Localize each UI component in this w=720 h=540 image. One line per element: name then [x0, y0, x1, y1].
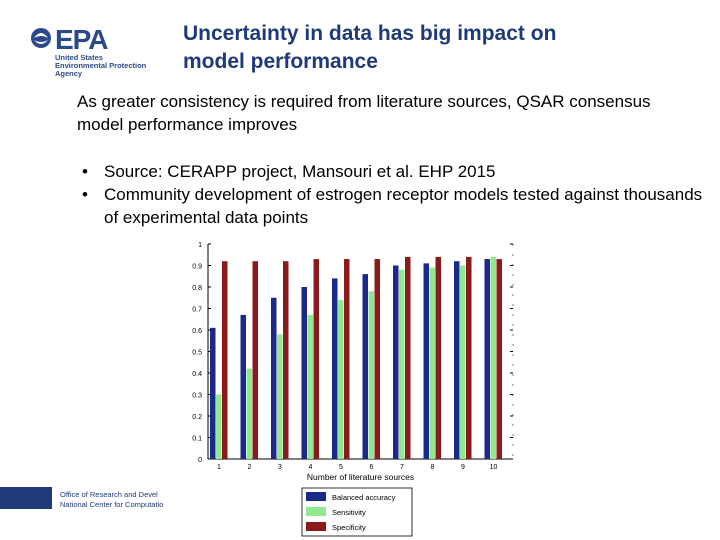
bar-balanced-accuracy — [210, 327, 216, 459]
logo-sub-line: Environmental Protection — [55, 61, 147, 70]
bar-sensitivity — [429, 267, 435, 459]
bar-balanced-accuracy — [271, 297, 277, 459]
bar-specificity — [466, 256, 472, 459]
performance-bar-chart: 0 0.1 0.2 0.3 0.4 0.5 0.6 0.7 0.8 0.9 1 1 2 3 4 5 6 7 8 9 10… — [192, 242, 514, 537]
bar-balanced-accuracy — [423, 263, 429, 459]
bullet-dot-icon: • — [82, 162, 88, 181]
bar-specificity — [252, 261, 258, 459]
bar-sensitivity — [460, 265, 466, 459]
slide-title: Uncertainty in data has big impact on mo… — [183, 20, 703, 76]
bullet-list: • Source: CERAPP project, Mansouri et al.… — [77, 160, 707, 229]
footer-bar — [0, 487, 52, 509]
logo-sub-line: Agency — [55, 69, 83, 78]
bar-balanced-accuracy — [240, 314, 246, 459]
y-tick-label: 0.5 — [192, 350, 202, 357]
bar-specificity — [374, 259, 380, 459]
bar-specificity — [405, 256, 411, 459]
bar-specificity — [283, 261, 289, 459]
x-tick-label: 10 — [490, 464, 498, 471]
bar-balanced-accuracy — [301, 287, 307, 459]
bar-sensitivity — [368, 291, 374, 459]
bar-specificity — [435, 256, 441, 459]
y-tick-label: 0.8 — [192, 285, 202, 292]
x-tick-label: 5 — [339, 464, 343, 471]
bar-balanced-accuracy — [362, 274, 368, 459]
bullet-item: • Community development of estrogen recep… — [77, 183, 707, 229]
bar-sensitivity — [338, 299, 344, 459]
legend-swatch — [306, 492, 326, 501]
x-tick-label: 2 — [248, 464, 252, 471]
logo-sub-line: United States — [55, 53, 103, 62]
bar-sensitivity — [216, 394, 222, 459]
y-tick-label: 0.1 — [192, 436, 202, 443]
legend-label: Specificity — [332, 523, 366, 532]
x-tick-label: 1 — [217, 464, 221, 471]
bar-sensitivity — [307, 314, 313, 459]
footer-line: National Center for Computatio — [60, 500, 164, 509]
bar-balanced-accuracy — [332, 278, 338, 459]
y-tick-label: 0.3 — [192, 393, 202, 400]
logo-text: EPA — [55, 24, 108, 55]
y-tick-label: 0.9 — [192, 264, 202, 271]
y-tick-label: 1 — [198, 242, 202, 249]
legend-label: Balanced accuracy — [332, 493, 396, 502]
epa-flower-icon — [31, 28, 51, 48]
y-tick-label: 0.2 — [192, 414, 202, 421]
bar-balanced-accuracy — [393, 265, 399, 459]
y-tick-label: 0.6 — [192, 328, 202, 335]
bar-specificity — [344, 259, 350, 459]
title-line: Uncertainty in data has big impact on — [183, 22, 557, 45]
bar-specificity — [222, 261, 228, 459]
bullet-item: • Source: CERAPP project, Mansouri et al.… — [77, 160, 707, 183]
logo-subtitle: United States Environmental Protection A… — [55, 54, 175, 78]
bar-specificity — [313, 259, 319, 459]
legend-swatch — [306, 522, 326, 531]
x-tick-label: 7 — [400, 464, 404, 471]
bar-sensitivity — [246, 368, 252, 459]
epa-logo: EPA United States Environmental Protecti… — [30, 24, 170, 80]
bar-balanced-accuracy — [454, 261, 460, 459]
y-tick-label: 0.7 — [192, 307, 202, 314]
x-tick-label: 4 — [309, 464, 313, 471]
bar-sensitivity — [277, 334, 283, 459]
bar-sensitivity — [490, 256, 496, 459]
title-line: model performance — [183, 50, 378, 73]
x-tick-label: 8 — [431, 464, 435, 471]
x-axis-label: Number of literature sources — [307, 472, 414, 482]
x-tick-label: 9 — [461, 464, 465, 471]
bar-specificity — [496, 259, 502, 459]
legend-swatch — [306, 507, 326, 516]
y-tick-label: 0.4 — [192, 371, 202, 378]
bar-sensitivity — [399, 269, 405, 459]
intro-text: As greater consistency is required from … — [77, 92, 651, 134]
bullet-dot-icon: • — [82, 185, 88, 204]
footer-line: Office of Research and Devel — [60, 490, 158, 499]
y-tick-label: 0 — [198, 457, 202, 464]
footer-text: Office of Research and Devel National Ce… — [60, 490, 185, 510]
bullet-text: Source: CERAPP project, Mansouri et al. … — [104, 162, 496, 181]
bar-balanced-accuracy — [484, 259, 490, 459]
bullet-text: Community development of estrogen recept… — [104, 185, 703, 227]
x-tick-label: 3 — [278, 464, 282, 471]
legend-label: Sensitivity — [332, 508, 366, 517]
x-tick-label: 6 — [370, 464, 374, 471]
